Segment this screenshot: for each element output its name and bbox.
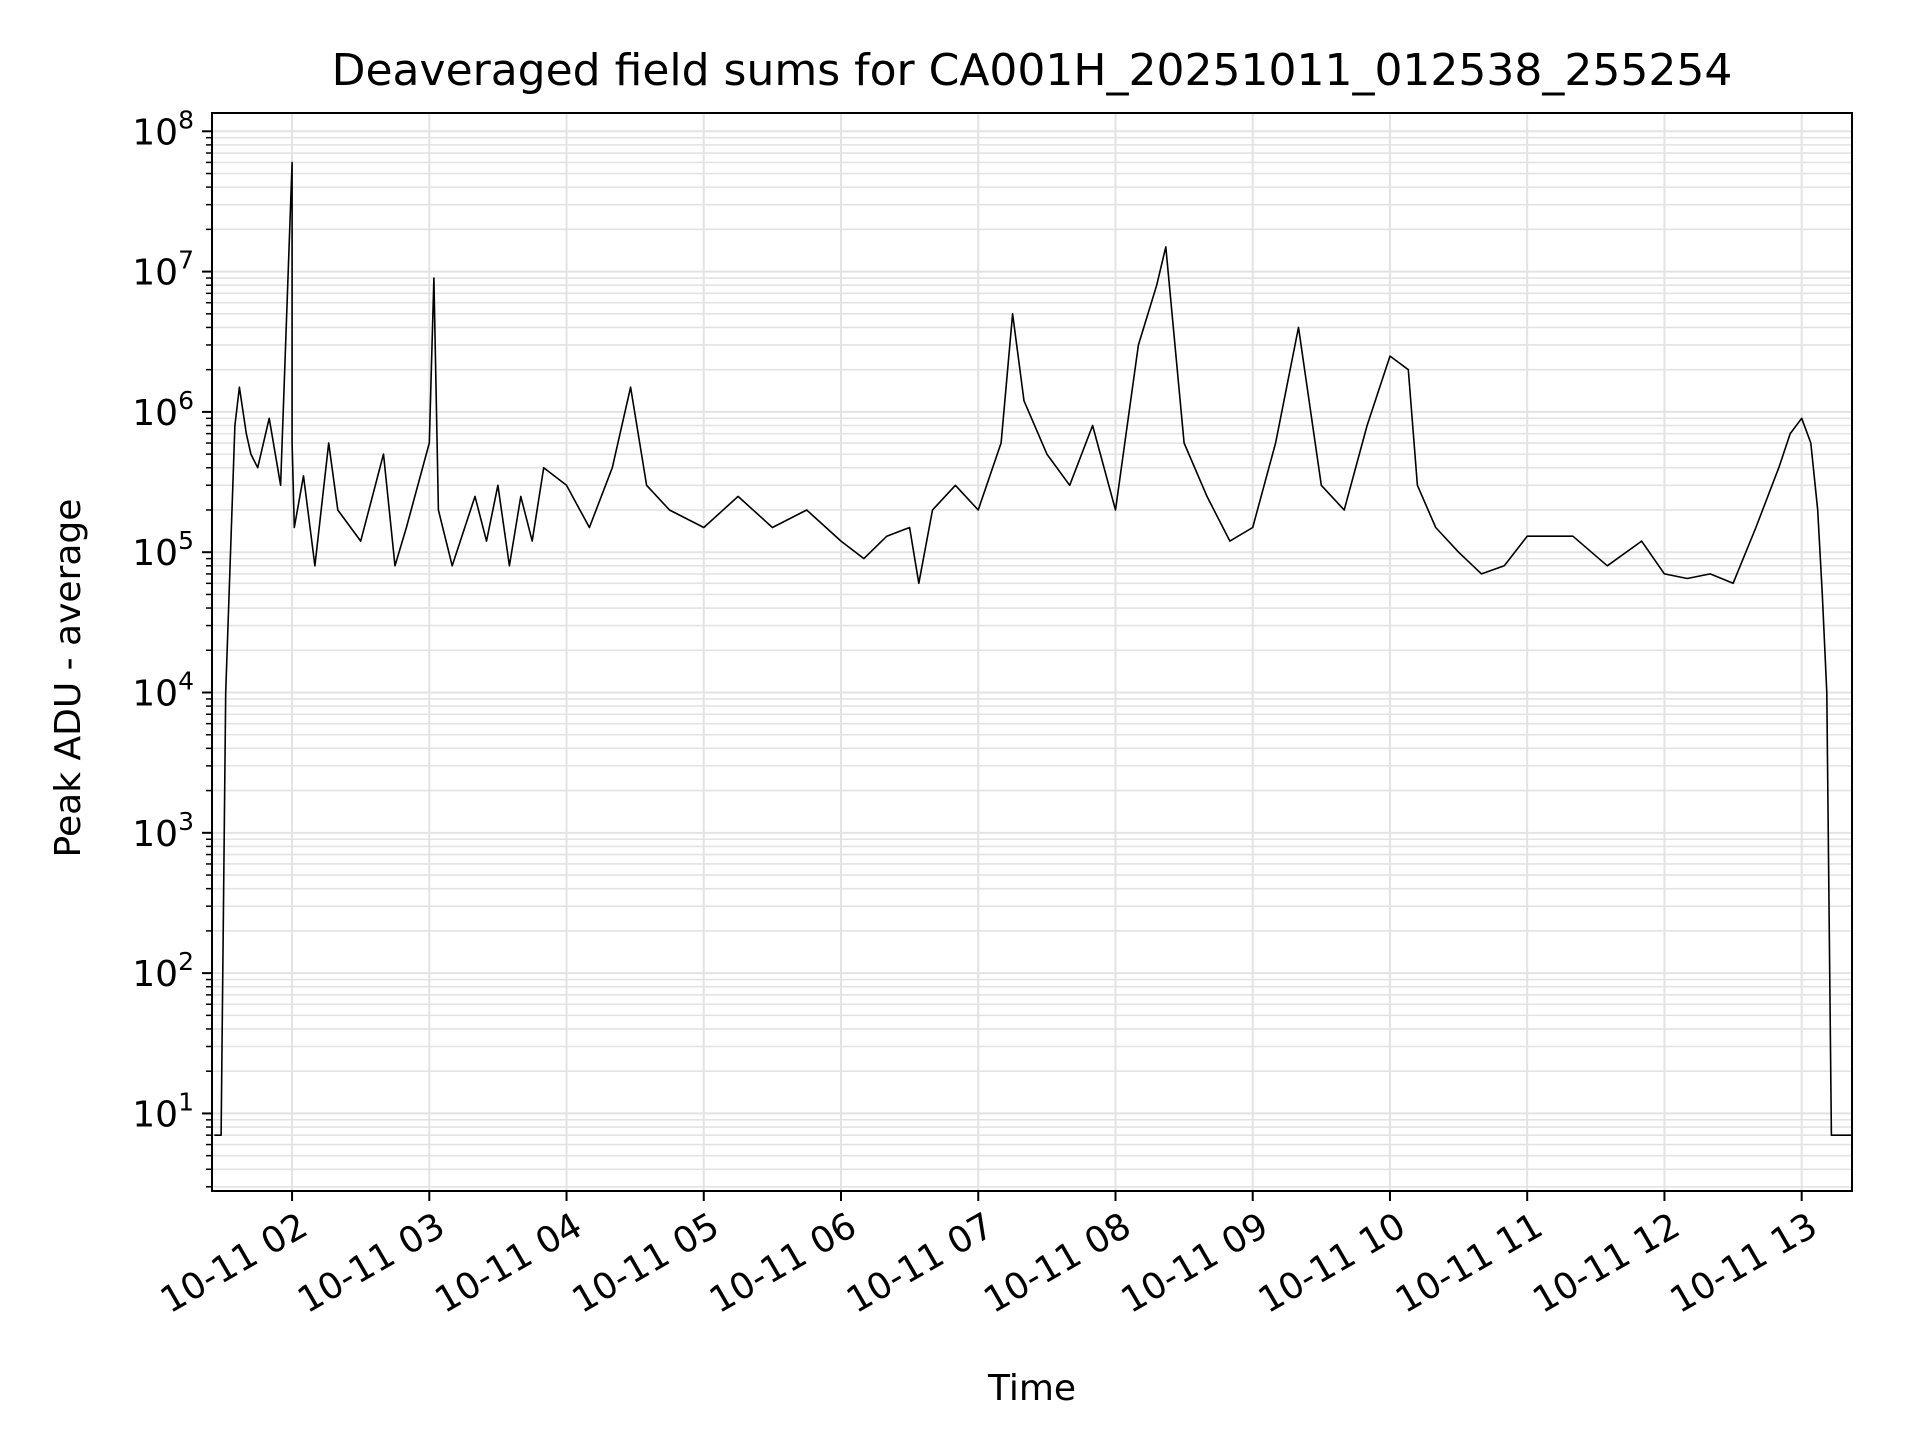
chart-title: Deaveraged field sums for CA001H_2025101…	[332, 45, 1733, 96]
plot-area-frame	[211, 112, 1853, 1192]
grid	[212, 113, 1852, 1191]
y-tick-label: 101	[132, 1087, 194, 1135]
y-axis-label: Peak ADU - average	[48, 499, 89, 858]
y-tick-label: 102	[132, 947, 194, 995]
series-line	[214, 161, 1852, 1136]
y-tick-label: 107	[132, 246, 194, 294]
y-tick-label: 104	[132, 667, 194, 715]
y-tick-label: 106	[132, 386, 194, 434]
y-tick-label: 108	[132, 105, 194, 153]
y-tick-label: 103	[132, 807, 194, 855]
y-tick-label: 105	[132, 526, 194, 574]
x-axis-label: Time	[987, 1368, 1076, 1409]
